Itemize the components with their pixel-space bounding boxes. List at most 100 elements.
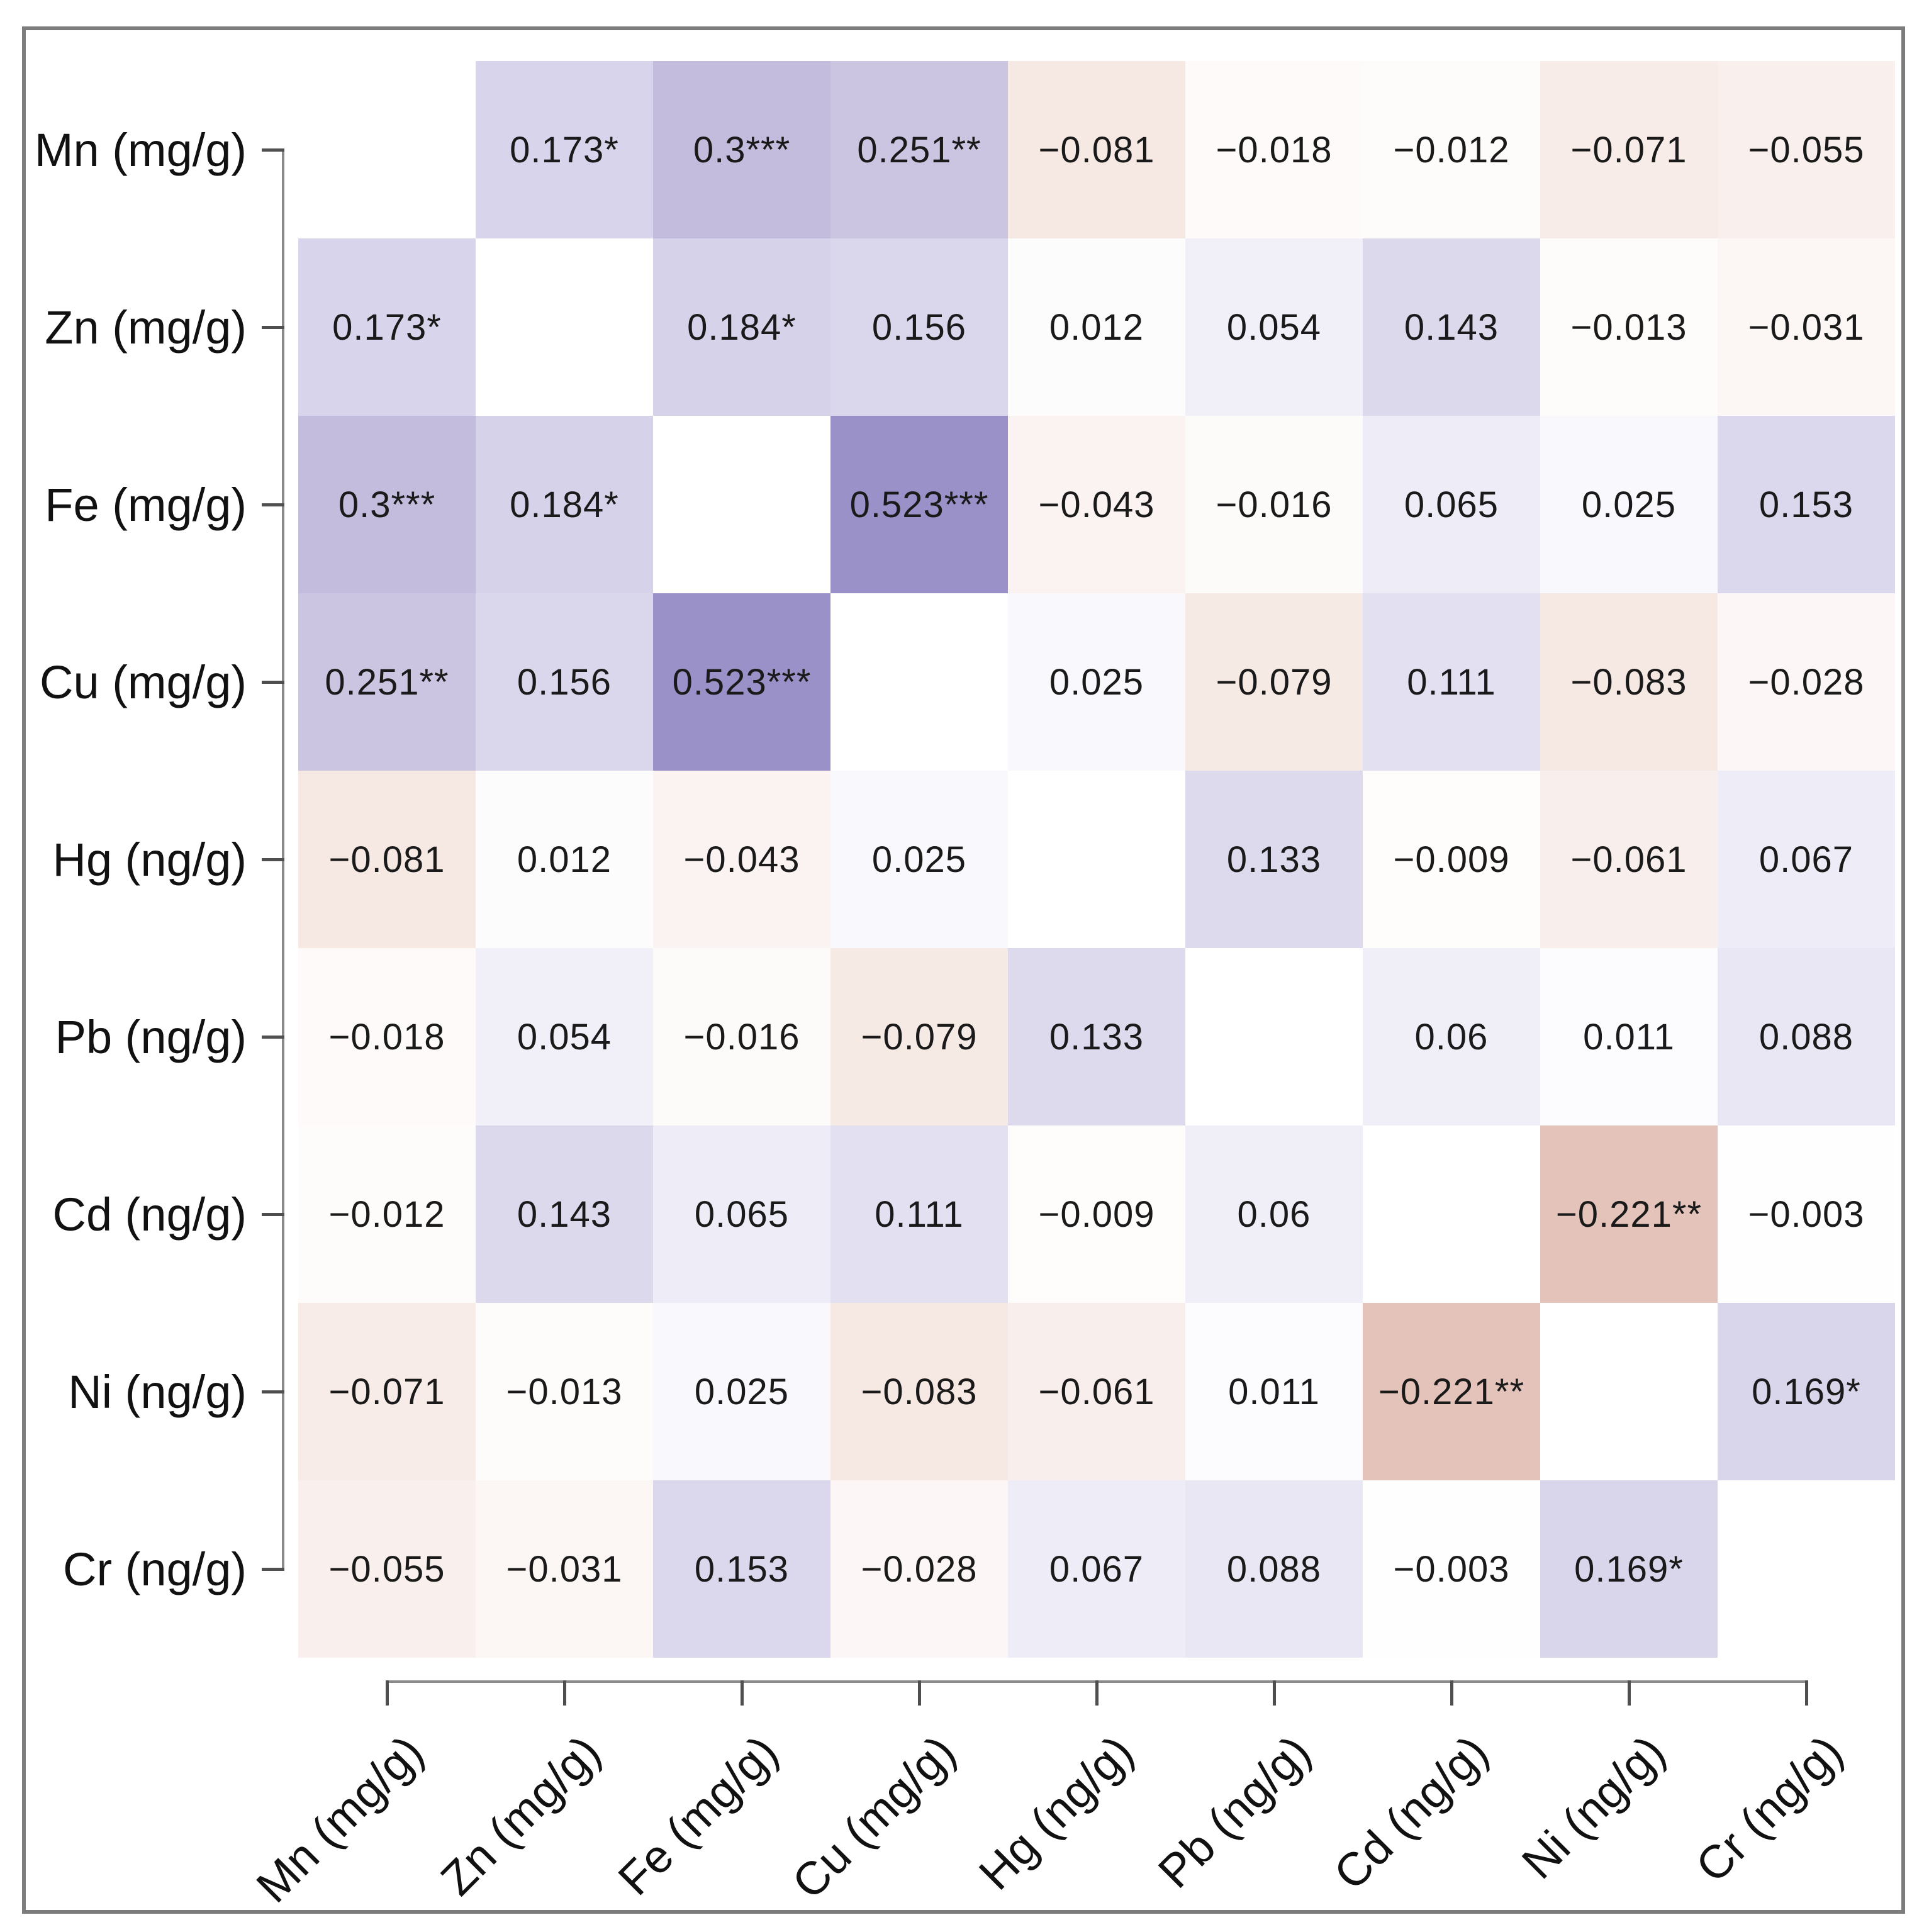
matrix-cell: −0.003 bbox=[1363, 1480, 1540, 1658]
x-axis-tick bbox=[1805, 1680, 1808, 1706]
matrix-cell: −0.081 bbox=[1008, 61, 1185, 238]
matrix-cell: −0.013 bbox=[1540, 238, 1718, 416]
matrix-cell: −0.071 bbox=[298, 1303, 476, 1480]
matrix-cell: −0.028 bbox=[830, 1480, 1008, 1658]
matrix-cell: 0.251** bbox=[298, 593, 476, 771]
matrix-cell: −0.221** bbox=[1540, 1125, 1718, 1303]
x-axis-tick bbox=[386, 1680, 389, 1706]
matrix-cell-diagonal bbox=[1363, 1125, 1540, 1303]
y-axis-label: Cr (ng/g) bbox=[63, 1543, 247, 1595]
matrix-cell: −0.061 bbox=[1540, 771, 1718, 948]
matrix-cell: 0.065 bbox=[653, 1125, 830, 1303]
y-axis-tick bbox=[262, 1036, 284, 1039]
matrix-cell: −0.018 bbox=[1185, 61, 1363, 238]
x-axis-tick bbox=[1095, 1680, 1099, 1706]
matrix-cell-diagonal bbox=[298, 61, 476, 238]
matrix-cell: 0.169* bbox=[1718, 1303, 1895, 1480]
matrix-cell: −0.071 bbox=[1540, 61, 1718, 238]
matrix-cell: 0.143 bbox=[1363, 238, 1540, 416]
matrix-cell-diagonal bbox=[1540, 1303, 1718, 1480]
x-axis-label: Cr (ng/g) bbox=[1686, 1725, 1853, 1892]
matrix-cell: −0.043 bbox=[1008, 416, 1185, 593]
matrix-cell: 0.111 bbox=[1363, 593, 1540, 771]
matrix-cell: −0.016 bbox=[1185, 416, 1363, 593]
matrix-cell: 0.06 bbox=[1363, 948, 1540, 1125]
matrix-cell: −0.009 bbox=[1008, 1125, 1185, 1303]
plot-border bbox=[22, 26, 1905, 1914]
x-axis-label: Cd (ng/g) bbox=[1323, 1725, 1498, 1900]
matrix-cell: 0.054 bbox=[1185, 238, 1363, 416]
matrix-cell: −0.055 bbox=[1718, 61, 1895, 238]
matrix-cell-diagonal bbox=[1008, 771, 1185, 948]
matrix-cell: 0.153 bbox=[1718, 416, 1895, 593]
matrix-cell: 0.025 bbox=[653, 1303, 830, 1480]
matrix-cell: 0.143 bbox=[476, 1125, 653, 1303]
matrix-cell-diagonal bbox=[830, 593, 1008, 771]
y-axis-label: Cu (mg/g) bbox=[40, 656, 247, 708]
matrix-cell: 0.011 bbox=[1185, 1303, 1363, 1480]
y-axis-tick bbox=[262, 858, 284, 861]
x-axis-label: Cu (mg/g) bbox=[782, 1725, 966, 1909]
matrix-cell-diagonal bbox=[1185, 948, 1363, 1125]
matrix-cell: 0.173* bbox=[476, 61, 653, 238]
y-axis-tick bbox=[262, 148, 284, 152]
matrix-cell: −0.009 bbox=[1363, 771, 1540, 948]
matrix-cell: 0.523*** bbox=[830, 416, 1008, 593]
matrix-cell: 0.025 bbox=[830, 771, 1008, 948]
matrix-cell: −0.079 bbox=[830, 948, 1008, 1125]
matrix-cell: 0.3*** bbox=[653, 61, 830, 238]
matrix-cell: −0.083 bbox=[1540, 593, 1718, 771]
matrix-cell: −0.031 bbox=[476, 1480, 653, 1658]
matrix-cell: 0.133 bbox=[1185, 771, 1363, 948]
matrix-cell: 0.011 bbox=[1540, 948, 1718, 1125]
matrix-cell: 0.065 bbox=[1363, 416, 1540, 593]
matrix-cell: −0.081 bbox=[298, 771, 476, 948]
matrix-cell: 0.523*** bbox=[653, 593, 830, 771]
x-axis-label: Fe (mg/g) bbox=[608, 1725, 788, 1906]
matrix-cell: −0.043 bbox=[653, 771, 830, 948]
y-axis-label: Ni (ng/g) bbox=[68, 1365, 247, 1418]
y-axis-label: Hg (ng/g) bbox=[52, 833, 247, 886]
matrix-cell: −0.031 bbox=[1718, 238, 1895, 416]
x-axis-tick bbox=[918, 1680, 921, 1706]
y-axis-label: Fe (mg/g) bbox=[45, 478, 247, 531]
matrix-cell-diagonal bbox=[476, 238, 653, 416]
matrix-cell: 0.025 bbox=[1540, 416, 1718, 593]
matrix-cell: 0.156 bbox=[830, 238, 1008, 416]
y-axis-label: Mn (mg/g) bbox=[34, 123, 247, 176]
matrix-cell: −0.016 bbox=[653, 948, 830, 1125]
matrix-cell: 0.025 bbox=[1008, 593, 1185, 771]
matrix-cell: −0.003 bbox=[1718, 1125, 1895, 1303]
matrix-cell: −0.079 bbox=[1185, 593, 1363, 771]
matrix-cell: 0.133 bbox=[1008, 948, 1185, 1125]
matrix-cell: −0.018 bbox=[298, 948, 476, 1125]
y-axis-tick bbox=[262, 326, 284, 329]
x-axis-label: Pb (ng/g) bbox=[1148, 1725, 1321, 1898]
y-axis-tick bbox=[262, 1568, 284, 1571]
matrix-cell: 0.088 bbox=[1185, 1480, 1363, 1658]
y-axis-label: Cd (ng/g) bbox=[52, 1188, 247, 1241]
matrix-cell: 0.184* bbox=[476, 416, 653, 593]
matrix-cell: −0.055 bbox=[298, 1480, 476, 1658]
y-axis-tick bbox=[262, 1390, 284, 1393]
x-axis-tick bbox=[1450, 1680, 1453, 1706]
x-axis-label: Zn (mg/g) bbox=[430, 1725, 611, 1906]
matrix-cell: −0.083 bbox=[830, 1303, 1008, 1480]
matrix-cell: −0.061 bbox=[1008, 1303, 1185, 1480]
matrix-cell: 0.156 bbox=[476, 593, 653, 771]
matrix-cell-diagonal bbox=[653, 416, 830, 593]
matrix-cell: 0.251** bbox=[830, 61, 1008, 238]
x-axis-label: Hg (ng/g) bbox=[968, 1725, 1143, 1900]
matrix-cell: 0.054 bbox=[476, 948, 653, 1125]
matrix-cell: 0.173* bbox=[298, 238, 476, 416]
matrix-cell: −0.012 bbox=[1363, 61, 1540, 238]
matrix-cell: 0.169* bbox=[1540, 1480, 1718, 1658]
matrix-cell: 0.012 bbox=[1008, 238, 1185, 416]
y-axis-label: Zn (mg/g) bbox=[45, 301, 247, 354]
x-axis-tick bbox=[563, 1680, 566, 1706]
matrix-cell: 0.3*** bbox=[298, 416, 476, 593]
